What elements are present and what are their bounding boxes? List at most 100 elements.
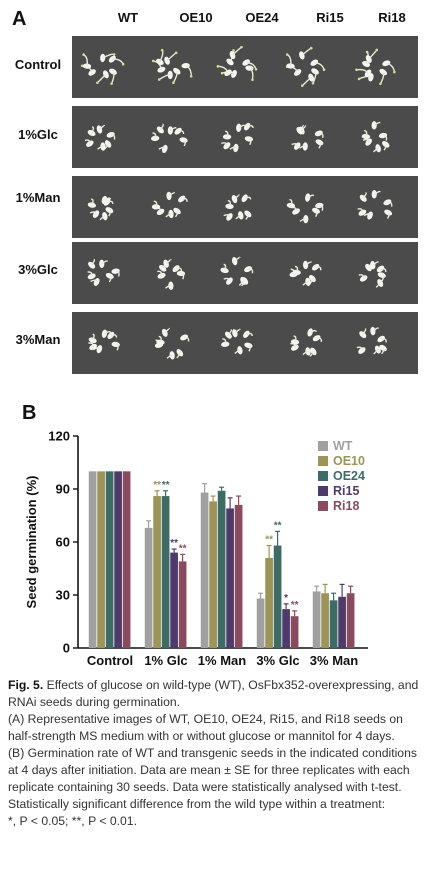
seed	[223, 277, 233, 285]
caption-part-b: (B) Germination rate of WT and transgeni…	[8, 746, 417, 811]
seed	[314, 130, 324, 139]
seed	[291, 206, 300, 215]
seed	[379, 68, 387, 86]
seed	[305, 193, 315, 202]
seed	[180, 334, 190, 342]
bar	[178, 561, 187, 648]
y-axis-label: Seed germination (%)	[24, 476, 39, 609]
column-label-ri18: Ri18	[378, 10, 406, 25]
significance-marker: **	[265, 535, 273, 546]
bar	[97, 471, 105, 648]
legend-label: OE24	[333, 469, 365, 483]
column-label-oe10: OE10	[179, 10, 213, 25]
seed	[105, 207, 114, 217]
bar	[144, 527, 153, 648]
seed	[290, 335, 300, 345]
caption-significance: *, P < 0.05; **, P < 0.01.	[8, 814, 137, 828]
figure-number: Fig. 5.	[8, 678, 44, 692]
seed	[242, 59, 258, 71]
seed	[221, 142, 231, 150]
bar	[312, 591, 321, 648]
seed	[362, 138, 373, 146]
seed	[224, 329, 233, 339]
significance-marker: **	[153, 480, 161, 491]
seed	[103, 198, 114, 206]
caption-part-a: (A) Representative images of WT, OE10, O…	[8, 712, 403, 743]
seed	[363, 211, 373, 220]
y-tick-label: 120	[48, 429, 70, 444]
seed	[178, 195, 188, 203]
seed-photo-row-1man	[72, 176, 418, 238]
seed	[378, 132, 388, 141]
seed	[156, 48, 164, 65]
seed	[84, 139, 94, 147]
seed	[383, 199, 393, 207]
significance-marker: *	[284, 593, 288, 604]
seed	[312, 207, 320, 218]
seed-photo	[87, 256, 387, 290]
significance-marker: **	[170, 538, 178, 549]
x-tick-label: 3% Glc	[256, 653, 299, 668]
seed	[97, 142, 106, 151]
seed	[82, 53, 92, 69]
seed	[377, 335, 387, 343]
legend-swatch	[318, 501, 328, 511]
seed	[231, 194, 240, 204]
bar	[329, 600, 338, 648]
seed	[181, 63, 193, 78]
seed	[312, 335, 323, 342]
seed	[163, 259, 172, 268]
seed	[166, 351, 175, 360]
seed	[229, 143, 239, 153]
column-label-ri15: Ri15	[316, 10, 344, 25]
seed	[300, 73, 314, 87]
seed	[311, 263, 322, 271]
bar	[282, 609, 290, 648]
column-label-wt: WT	[117, 10, 139, 25]
bar	[256, 598, 265, 648]
seed	[176, 349, 184, 359]
seed	[302, 277, 311, 287]
bar	[338, 596, 346, 648]
seed	[216, 65, 232, 76]
bar	[346, 593, 355, 648]
seed	[87, 126, 96, 136]
seed	[384, 209, 393, 219]
seed	[357, 208, 367, 216]
seed	[292, 265, 301, 276]
seed	[299, 214, 309, 224]
seed	[166, 191, 176, 201]
panel-b-letter: B	[22, 402, 37, 424]
seed	[359, 192, 367, 202]
seed	[371, 190, 381, 199]
seed	[151, 200, 161, 210]
significance-marker: **	[179, 543, 187, 554]
bar	[234, 504, 243, 648]
seed	[236, 123, 246, 132]
seed	[244, 342, 253, 352]
seed	[298, 125, 307, 135]
bar	[114, 471, 122, 648]
seed	[157, 70, 173, 81]
legend-swatch	[318, 471, 328, 481]
bar	[273, 545, 282, 648]
bar	[265, 557, 273, 648]
seed	[225, 200, 234, 209]
seed	[356, 346, 366, 354]
seed	[291, 142, 301, 150]
seed	[89, 210, 100, 218]
seed	[375, 279, 384, 288]
x-tick-label: 1% Man	[198, 653, 246, 668]
seed	[90, 278, 100, 286]
seed	[107, 331, 118, 339]
seed	[234, 346, 243, 355]
seed	[299, 46, 313, 60]
seed-photo	[80, 45, 396, 87]
seed	[172, 265, 183, 273]
seed	[101, 329, 112, 338]
y-tick-label: 0	[63, 641, 70, 656]
caption-line1: Effects of glucose on wild-type (WT), Os…	[8, 678, 419, 709]
seed	[164, 281, 174, 290]
seed	[244, 210, 252, 220]
seed	[370, 326, 379, 336]
